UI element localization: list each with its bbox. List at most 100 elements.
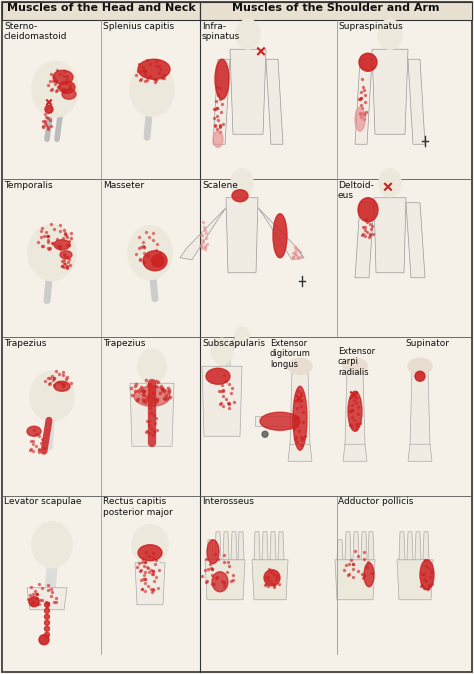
Polygon shape (205, 559, 245, 600)
Text: Splenius capitis: Splenius capitis (103, 22, 174, 31)
Polygon shape (27, 588, 67, 610)
Ellipse shape (128, 226, 172, 280)
Ellipse shape (355, 107, 365, 131)
Text: Infra-
spinatus: Infra- spinatus (202, 22, 240, 41)
Ellipse shape (232, 190, 248, 202)
Ellipse shape (260, 412, 300, 430)
Circle shape (262, 431, 268, 437)
Ellipse shape (138, 545, 162, 561)
Circle shape (45, 614, 49, 619)
Polygon shape (254, 532, 260, 559)
Ellipse shape (27, 426, 41, 436)
Circle shape (45, 626, 49, 632)
Ellipse shape (212, 572, 228, 592)
Ellipse shape (62, 89, 76, 99)
Circle shape (152, 255, 164, 267)
Ellipse shape (211, 338, 233, 364)
Text: Sterno-
cleidomastoid: Sterno- cleidomastoid (4, 22, 67, 41)
Polygon shape (288, 444, 312, 461)
Text: Temporalis: Temporalis (4, 181, 53, 189)
Text: Rectus capitis
posterior major: Rectus capitis posterior major (103, 497, 173, 517)
Ellipse shape (59, 82, 75, 93)
Polygon shape (231, 532, 237, 559)
Polygon shape (345, 371, 365, 446)
Circle shape (415, 371, 425, 381)
Ellipse shape (132, 525, 168, 565)
Circle shape (45, 620, 49, 625)
Text: Masseter: Masseter (103, 181, 144, 189)
FancyBboxPatch shape (2, 2, 200, 20)
Polygon shape (258, 208, 304, 259)
Circle shape (45, 608, 49, 613)
Polygon shape (408, 444, 432, 461)
Ellipse shape (348, 391, 362, 431)
Ellipse shape (359, 53, 377, 71)
Polygon shape (130, 384, 174, 446)
Polygon shape (202, 366, 242, 436)
Text: Levator scapulae: Levator scapulae (4, 497, 82, 506)
Polygon shape (226, 197, 258, 273)
Polygon shape (355, 59, 372, 144)
Ellipse shape (130, 62, 174, 116)
Polygon shape (135, 563, 165, 605)
Ellipse shape (30, 371, 74, 421)
Polygon shape (213, 59, 230, 144)
Polygon shape (407, 532, 413, 559)
Text: Muscles of the Head and Neck: Muscles of the Head and Neck (7, 3, 195, 13)
FancyBboxPatch shape (200, 2, 472, 20)
Ellipse shape (138, 59, 170, 80)
Text: Supinator: Supinator (405, 339, 449, 348)
Polygon shape (397, 559, 433, 600)
Ellipse shape (420, 559, 434, 590)
Text: Extensor
digitorum
longus: Extensor digitorum longus (270, 339, 311, 369)
Polygon shape (223, 532, 229, 559)
Ellipse shape (207, 540, 219, 563)
Ellipse shape (28, 224, 76, 281)
Ellipse shape (293, 386, 307, 450)
Polygon shape (214, 333, 244, 371)
Ellipse shape (288, 359, 312, 374)
Text: Deltoid-
eus: Deltoid- eus (338, 181, 374, 200)
Text: Subscapularis: Subscapularis (202, 339, 265, 348)
Text: Adductor pollicis: Adductor pollicis (338, 497, 413, 506)
Ellipse shape (134, 386, 170, 406)
Text: Scalene: Scalene (202, 181, 238, 189)
Text: Supraspinatus: Supraspinatus (338, 22, 403, 31)
Polygon shape (230, 49, 266, 134)
Circle shape (29, 596, 39, 607)
Polygon shape (355, 203, 374, 278)
Text: Trapezius: Trapezius (103, 339, 146, 348)
Polygon shape (374, 197, 406, 273)
Circle shape (45, 632, 49, 637)
Polygon shape (343, 444, 367, 461)
Text: Extensor
carpi
radialis: Extensor carpi radialis (338, 347, 375, 377)
Circle shape (264, 570, 280, 586)
Ellipse shape (32, 61, 78, 117)
Ellipse shape (235, 328, 249, 343)
Ellipse shape (206, 368, 230, 384)
Polygon shape (180, 208, 226, 259)
Ellipse shape (60, 251, 72, 259)
Polygon shape (423, 532, 429, 559)
Circle shape (45, 105, 53, 113)
Ellipse shape (138, 349, 166, 384)
Polygon shape (353, 532, 359, 559)
Circle shape (39, 635, 49, 645)
Polygon shape (406, 203, 425, 278)
Polygon shape (262, 532, 268, 559)
Polygon shape (337, 540, 343, 559)
Polygon shape (215, 532, 221, 559)
Polygon shape (207, 540, 213, 559)
Text: Muscles of the Shoulder and Arm: Muscles of the Shoulder and Arm (232, 3, 440, 13)
Ellipse shape (273, 214, 287, 257)
Polygon shape (408, 59, 425, 144)
Ellipse shape (378, 20, 402, 49)
Ellipse shape (143, 251, 167, 271)
Ellipse shape (53, 70, 73, 84)
Polygon shape (238, 532, 244, 559)
Ellipse shape (231, 168, 253, 197)
Ellipse shape (379, 168, 401, 197)
Polygon shape (270, 532, 276, 559)
Polygon shape (266, 59, 283, 144)
Polygon shape (278, 532, 284, 559)
